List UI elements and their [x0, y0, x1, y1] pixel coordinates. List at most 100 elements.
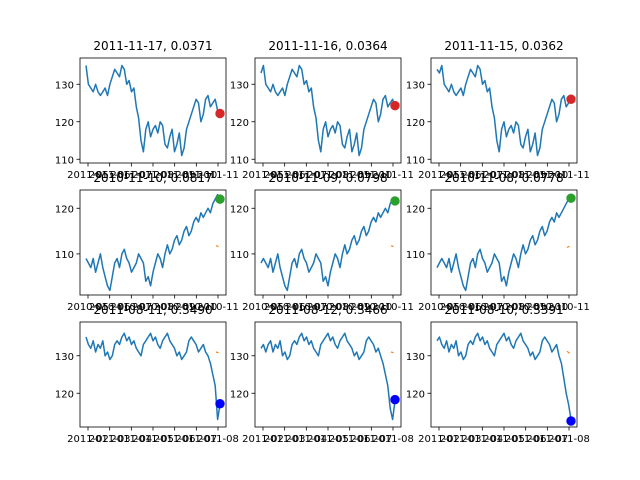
x-tick-label: 2011-04 — [461, 434, 503, 445]
x-tick-label: 2010-06 — [264, 302, 306, 313]
x-tick-label: 2011-07 — [526, 434, 568, 445]
x-tick-label: 2011-07 — [461, 170, 503, 181]
x-tick-label: 2011-06 — [264, 170, 306, 181]
x-tick-label: 2010-07 — [285, 302, 327, 313]
subplot-title: 2011-11-16, 0.0364 — [268, 39, 387, 53]
subplot-7: 2011-08-11, 0.34901201302011-022011-0320… — [55, 303, 239, 445]
x-tick-label: 2011-05 — [418, 170, 460, 181]
x-tick-label: 2011-09 — [505, 170, 547, 181]
price-line — [436, 197, 572, 292]
price-line — [260, 332, 396, 421]
x-tick-label: 2011-10 — [526, 170, 568, 181]
x-tick-label: 2011-08 — [483, 170, 525, 181]
x-tick-label: 2011-08 — [132, 170, 174, 181]
x-tick-label: 2010-11 — [197, 302, 239, 313]
price-line — [260, 198, 396, 292]
x-tick-label: 2011-08 — [548, 434, 590, 445]
x-tick-label: 2010-07 — [110, 302, 152, 313]
x-tick-label: 2010-08 — [483, 302, 525, 313]
y-tick-label: 130 — [406, 352, 425, 363]
x-tick-label: 2011-05 — [67, 170, 109, 181]
y-tick-label: 130 — [55, 352, 74, 363]
x-tick-label: 2011-10 — [175, 170, 217, 181]
price-line — [85, 193, 221, 292]
x-tick-label: 2010-08 — [307, 302, 349, 313]
y-tick-label: 130 — [230, 80, 249, 91]
x-tick-label: 2010-10 — [175, 302, 217, 313]
y-tick-label: 120 — [230, 389, 249, 400]
reference-line — [215, 351, 219, 354]
x-tick-label: 2011-06 — [440, 170, 482, 181]
y-tick-label: 120 — [55, 389, 74, 400]
x-tick-label: 2011-11 — [548, 170, 590, 181]
subplot-5: 2010-11-09, 0.07981101202010-052010-0620… — [230, 171, 414, 313]
subplot-4: 2010-11-10, 0.08171101202010-052010-0620… — [55, 171, 239, 313]
x-tick-label: 2011-05 — [307, 434, 349, 445]
x-tick-label: 2011-06 — [154, 434, 196, 445]
subplot-title: 2011-08-10, 0.3391 — [444, 303, 563, 317]
x-tick-label: 2011-04 — [285, 434, 327, 445]
x-tick-label: 2011-07 — [110, 170, 152, 181]
price-line — [436, 332, 572, 420]
y-tick-label: 130 — [55, 80, 74, 91]
y-tick-label: 120 — [230, 204, 249, 215]
x-tick-label: 2011-05 — [483, 434, 525, 445]
x-tick-label: 2011-09 — [154, 170, 196, 181]
subplot-6: 2010-11-08, 0.07781101202010-052010-0620… — [406, 171, 590, 313]
price-line — [85, 332, 221, 421]
end-marker — [566, 94, 576, 104]
subplot-title: 2011-11-17, 0.0371 — [93, 39, 212, 53]
y-tick-label: 110 — [406, 155, 425, 166]
x-tick-label: 2011-11 — [197, 170, 239, 181]
x-tick-label: 2010-10 — [350, 302, 392, 313]
x-tick-label: 2011-07 — [175, 434, 217, 445]
end-marker — [566, 193, 576, 203]
y-tick-label: 120 — [230, 118, 249, 129]
price-line — [85, 64, 221, 157]
price-line — [260, 64, 396, 157]
x-tick-label: 2011-03 — [89, 434, 131, 445]
y-tick-label: 110 — [55, 250, 74, 261]
x-tick-label: 2010-06 — [89, 302, 131, 313]
y-tick-label: 110 — [230, 155, 249, 166]
y-tick-label: 130 — [230, 352, 249, 363]
subplot-9: 2011-08-10, 0.33911201302011-022011-0320… — [406, 303, 590, 445]
x-tick-label: 2011-02 — [418, 434, 460, 445]
subplot-2: 2011-11-16, 0.03641101201302011-052011-0… — [230, 39, 414, 181]
subplot-title: 2010-11-10, 0.0817 — [93, 171, 212, 185]
y-tick-label: 110 — [230, 250, 249, 261]
end-marker — [390, 100, 400, 111]
x-tick-label: 2011-06 — [89, 170, 131, 181]
end-marker — [215, 108, 225, 119]
x-tick-label: 2011-02 — [242, 434, 284, 445]
x-tick-label: 2010-09 — [505, 302, 547, 313]
y-tick-label: 120 — [406, 118, 425, 129]
subplot-title: 2011-08-11, 0.3490 — [93, 303, 212, 317]
x-tick-label: 2011-02 — [67, 434, 109, 445]
x-tick-label: 2011-05 — [242, 170, 284, 181]
x-tick-label: 2011-03 — [264, 434, 306, 445]
end-marker — [390, 394, 400, 405]
subplot-title: 2010-11-09, 0.0798 — [268, 171, 387, 185]
end-marker — [566, 416, 576, 426]
subplot-title: 2011-11-15, 0.0362 — [444, 39, 563, 53]
x-tick-label: 2011-10 — [350, 170, 392, 181]
x-tick-label: 2010-11 — [372, 302, 414, 313]
reference-line — [566, 350, 570, 354]
x-tick-label: 2010-05 — [67, 302, 109, 313]
y-tick-label: 110 — [406, 250, 425, 261]
y-tick-label: 120 — [406, 204, 425, 215]
x-tick-label: 2011-06 — [329, 434, 371, 445]
x-tick-label: 2011-04 — [110, 434, 152, 445]
x-tick-label: 2010-08 — [132, 302, 174, 313]
x-tick-label: 2010-10 — [526, 302, 568, 313]
x-tick-label: 2010-09 — [154, 302, 196, 313]
x-tick-label: 2010-05 — [242, 302, 284, 313]
x-tick-label: 2011-09 — [329, 170, 371, 181]
y-tick-label: 130 — [406, 80, 425, 91]
end-marker — [215, 194, 225, 204]
subplot-title: 2011-08-12, 0.3466 — [268, 303, 387, 317]
x-tick-label: 2011-06 — [505, 434, 547, 445]
subplot-3: 2011-11-15, 0.03621101201302011-052011-0… — [406, 39, 590, 181]
x-tick-label: 2010-11 — [548, 302, 590, 313]
